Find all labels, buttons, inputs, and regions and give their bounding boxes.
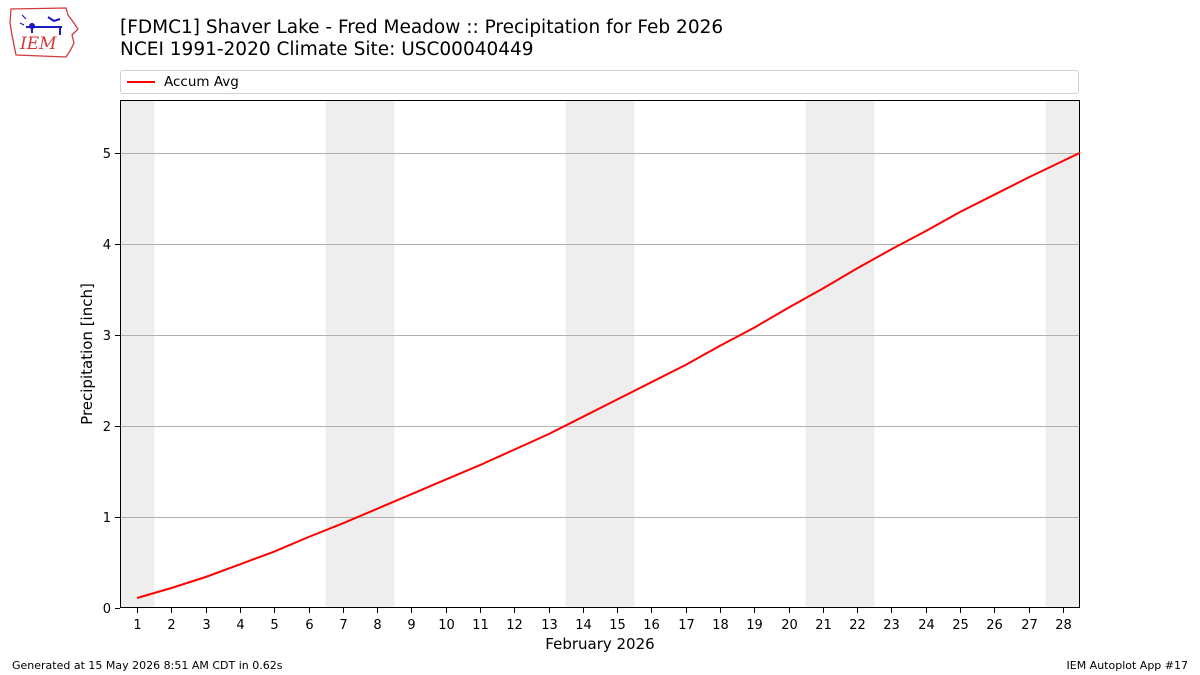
x-tick-label-11: 11 [472, 618, 489, 633]
x-tick-label-16: 16 [643, 618, 660, 633]
x-tick-label-3: 3 [202, 618, 210, 633]
x-tick-label-15: 15 [609, 618, 626, 633]
x-axis-label: February 2026 [545, 635, 654, 653]
x-tick-label-23: 23 [883, 618, 900, 633]
x-tick-label-22: 22 [849, 618, 866, 633]
x-tick-label-28: 28 [1055, 618, 1072, 633]
app-label: IEM Autoplot App #17 [1066, 659, 1189, 672]
x-tick-label-18: 18 [712, 618, 729, 633]
x-tick-label-1: 1 [133, 618, 141, 633]
y-tick-label-0: 0 [103, 602, 111, 617]
y-tick-label-2: 2 [103, 420, 111, 435]
x-tick-label-19: 19 [746, 618, 763, 633]
x-tick-label-13: 13 [541, 618, 558, 633]
x-tick-label-25: 25 [952, 618, 969, 633]
y-tick-label-5: 5 [103, 147, 111, 162]
chart-title: [FDMC1] Shaver Lake - Fred Meadow :: Pre… [120, 17, 724, 38]
x-tick-label-12: 12 [506, 618, 523, 633]
x-tick-label-7: 7 [339, 618, 347, 633]
x-tick-label-27: 27 [1021, 618, 1038, 633]
x-tick-label-14: 14 [575, 618, 592, 633]
x-tick-label-4: 4 [236, 618, 244, 633]
x-tick-label-8: 8 [373, 618, 381, 633]
weekend-band-3 [805, 100, 875, 608]
x-tick-label-17: 17 [678, 618, 695, 633]
y-tick-label-3: 3 [103, 329, 111, 344]
x-tick-label-24: 24 [918, 618, 935, 633]
x-tick-label-21: 21 [815, 618, 832, 633]
legend: Accum Avg [120, 70, 1079, 94]
x-tick-label-20: 20 [781, 618, 798, 633]
logo-text: IEM [19, 34, 57, 54]
legend-label: Accum Avg [164, 74, 239, 90]
weekend-band-4 [1045, 100, 1080, 608]
weekend-band-2 [565, 100, 635, 608]
x-tick-label-9: 9 [407, 618, 415, 633]
x-tick-label-2: 2 [167, 618, 175, 633]
generated-timestamp: Generated at 15 May 2026 8:51 AM CDT in … [12, 659, 283, 672]
x-tick-label-5: 5 [270, 618, 278, 633]
iem-logo: IEM [9, 7, 79, 58]
series-line-accum-avg [136, 151, 1081, 599]
y-axis-label: Precipitation [inch] [78, 283, 96, 425]
x-tick-label-26: 26 [986, 618, 1003, 633]
chart-subtitle: NCEI 1991-2020 Climate Site: USC00040449 [120, 39, 534, 60]
iowa-outline-icon [9, 7, 79, 58]
weekend-band-1 [325, 100, 395, 608]
legend-swatch [127, 81, 155, 83]
x-tick-label-6: 6 [305, 618, 313, 633]
weekend-band-0 [120, 100, 155, 608]
plot-frame [120, 100, 1080, 608]
x-tick-label-10: 10 [438, 618, 455, 633]
y-tick-label-1: 1 [103, 511, 111, 526]
y-tick-label-4: 4 [103, 238, 111, 253]
